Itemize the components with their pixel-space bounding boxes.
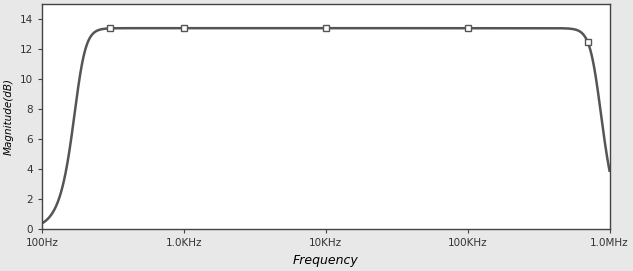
X-axis label: Frequency: Frequency (293, 254, 359, 267)
Y-axis label: Magnitude(dB): Magnitude(dB) (4, 78, 14, 155)
